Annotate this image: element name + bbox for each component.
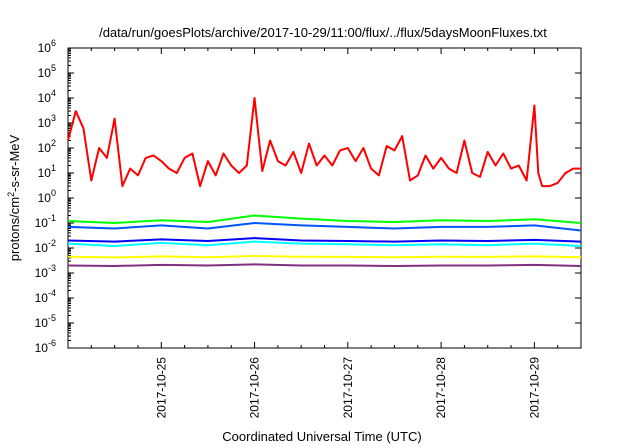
y-tick-label: 10-1 [35, 213, 56, 230]
y-tick-label: 104 [38, 88, 56, 105]
series-line-7 [67, 263, 582, 267]
series-line-3 [67, 222, 582, 232]
y-axis-label-sup: 2 [6, 192, 16, 197]
y-axis: 10-6 10-5 10-4 10-3 10-2 10-1 100 101 102 103 104 1… [35, 38, 581, 355]
y-tick-label: 101 [38, 163, 56, 180]
y-tick-label: 10-4 [35, 288, 56, 305]
y-tick-label: 102 [38, 138, 56, 155]
y-axis-label-rest: -s-sr-MeV [7, 134, 22, 191]
y-tick-label: 100 [38, 188, 56, 205]
y-tick-label: 10-6 [35, 338, 56, 355]
y-tick-label: 105 [38, 63, 56, 80]
series-line-1 [67, 97, 581, 188]
y-tick-label: 103 [38, 113, 56, 130]
y-tick-label: 10-3 [35, 263, 56, 280]
x-tick-label: 2017-10-25 [154, 357, 168, 419]
x-tick-label: 2017-10-26 [248, 357, 262, 419]
series-line-6 [67, 255, 582, 259]
series-line-4 [67, 240, 582, 247]
series-group [67, 97, 582, 267]
y-axis-label-base: protons/cm [7, 197, 22, 261]
y-tick-label: 10-2 [35, 238, 56, 255]
chart-title: /data/run/goesPlots/archive/2017-10-29/1… [99, 25, 547, 40]
y-tick-label: 10-5 [35, 313, 56, 330]
plot-area-frame [67, 47, 582, 349]
y-tick-label: 106 [38, 38, 56, 55]
x-tick-label: 2017-10-28 [434, 357, 448, 419]
series-line-2 [67, 214, 582, 224]
x-tick-label: 2017-10-27 [341, 357, 355, 419]
x-axis: 2017-10-25 2017-10-26 2017-10-27 2017-10-28… [67, 48, 582, 419]
x-axis-label: Coordinated Universal Time (UTC) [222, 429, 421, 444]
y-axis-label: protons/cm2-s-sr-MeV [6, 134, 22, 261]
x-tick-label: 2017-10-29 [527, 357, 541, 419]
series-line-5 [67, 237, 582, 243]
